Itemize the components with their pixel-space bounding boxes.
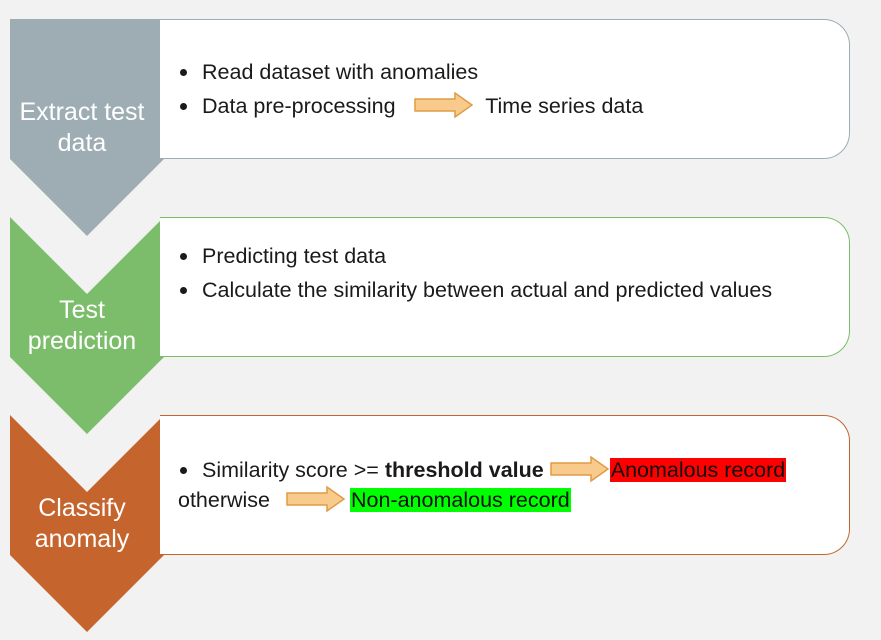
otherwise-line: otherwise Non-anomalous record [178, 485, 838, 515]
step-label-line2: prediction [27, 327, 137, 355]
bullet-result: Time series data [485, 94, 644, 118]
bullet-dot [180, 287, 187, 294]
bullet-item: Calculate the similarity between actual … [178, 275, 812, 305]
arrow-right-icon [549, 456, 610, 483]
arrow-right-icon [286, 486, 346, 513]
bullet-text: Predicting test data [202, 244, 387, 268]
step-label: Classify anomaly [6, 493, 158, 555]
chevron-arrow-classify [10, 415, 164, 632]
step-label-line2: data [57, 129, 107, 157]
bullet-list: Read dataset with anomalies Data pre-pro… [178, 57, 838, 121]
step-label-line1: Extract test [19, 98, 145, 126]
chevron-arrow-prediction [10, 217, 164, 434]
step-label-line1: Test [59, 296, 105, 324]
bullet-dot [180, 467, 187, 474]
bullet-dot [180, 103, 187, 110]
step-content-box [160, 19, 850, 159]
step-label: Extract test data [6, 97, 158, 159]
non-anomalous-record-label: Non-anomalous record [350, 488, 571, 512]
bullet-list: Predicting test data Calculate the simil… [178, 241, 838, 305]
bullet-dot [180, 253, 187, 260]
bullet-item: Data pre-processing Time series data [178, 91, 838, 121]
step-content-box [160, 217, 850, 357]
step-label-line2: anomaly [34, 525, 130, 553]
bullet-item: Similarity score >= threshold value Anom… [178, 455, 838, 485]
step-content-box [160, 415, 850, 555]
anomalous-record-label: Anomalous record [609, 458, 787, 482]
step-label-line1: Classify [38, 494, 126, 522]
threshold-value-text: threshold value [384, 458, 544, 482]
chevron-arrow-extract [10, 19, 164, 236]
bullet-text: Similarity score >= [202, 458, 379, 482]
arrow-right-icon [413, 92, 473, 119]
bullet-item: Predicting test data [178, 241, 838, 271]
bullet-text: Read dataset with anomalies [202, 60, 479, 84]
bullet-dot [180, 69, 187, 76]
bullet-list: Similarity score >= threshold value Anom… [178, 455, 838, 515]
bullet-text: Data pre-processing [202, 94, 396, 118]
step-label: Test prediction [6, 295, 158, 357]
otherwise-text: otherwise [178, 488, 271, 512]
bullet-item: Read dataset with anomalies [178, 57, 838, 87]
bullet-text: Calculate the similarity between actual … [202, 278, 773, 302]
